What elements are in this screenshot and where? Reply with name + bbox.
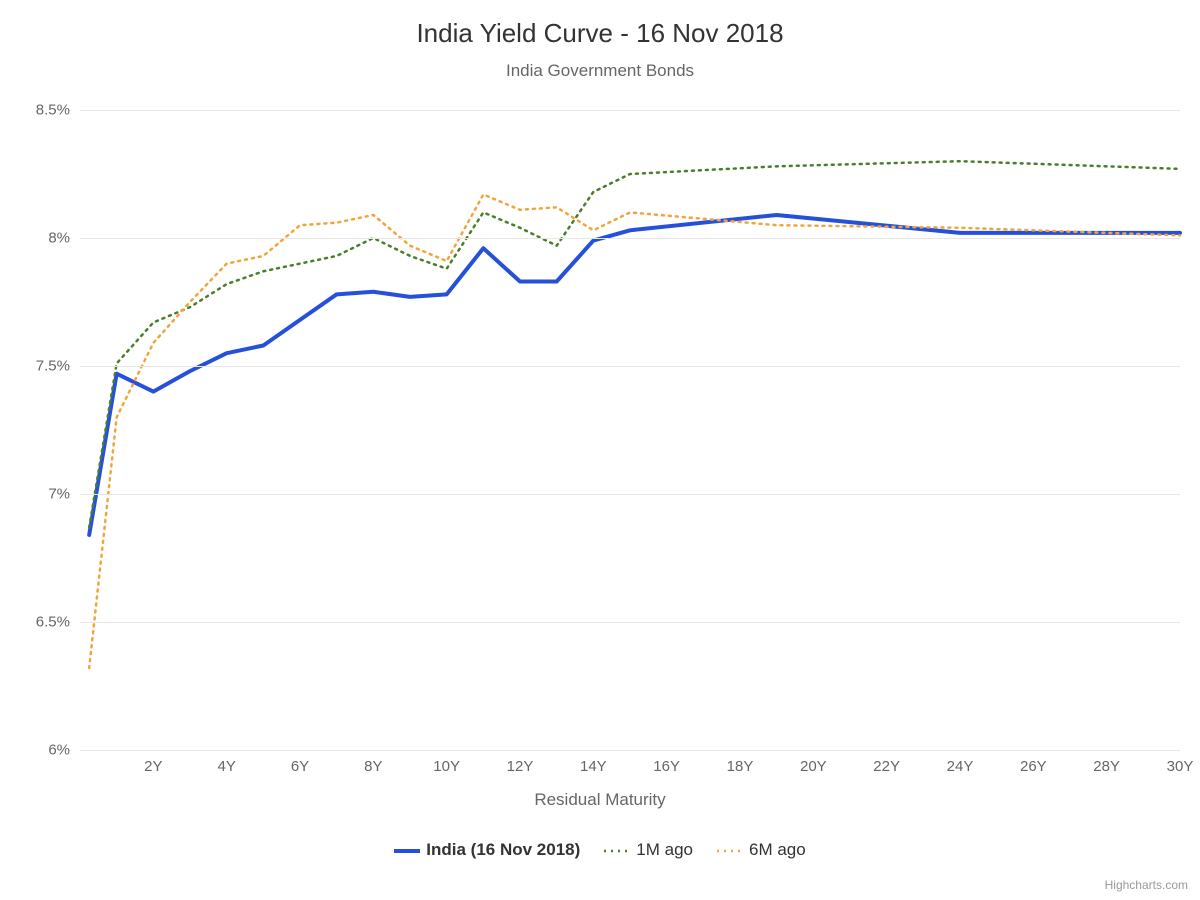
gridline: [80, 366, 1180, 367]
credits-label[interactable]: Highcharts.com: [1105, 878, 1188, 892]
x-axis-label: 14Y: [580, 758, 607, 775]
x-axis-label: 12Y: [507, 758, 534, 775]
y-axis-label: 6.5%: [10, 614, 70, 631]
chart-svg: [80, 110, 1180, 750]
legend: India (16 Nov 2018) 1M ago 6M ago: [0, 840, 1200, 860]
y-axis-label: 7%: [10, 486, 70, 503]
chart-container: India Yield Curve - 16 Nov 2018 India Go…: [0, 0, 1200, 900]
legend-item[interactable]: 6M ago: [717, 840, 806, 860]
gridline: [80, 110, 1180, 111]
gridline: [80, 494, 1180, 495]
x-axis-label: 20Y: [800, 758, 827, 775]
gridline: [80, 622, 1180, 623]
y-axis-label: 7.5%: [10, 358, 70, 375]
plot-area: [80, 110, 1180, 750]
x-axis-label: 24Y: [947, 758, 974, 775]
y-axis-label: 8%: [10, 230, 70, 247]
series-line: [89, 161, 1180, 527]
x-axis-label: 28Y: [1093, 758, 1120, 775]
chart-title: India Yield Curve - 16 Nov 2018: [0, 0, 1200, 49]
legend-item[interactable]: India (16 Nov 2018): [394, 840, 580, 860]
chart-subtitle: India Government Bonds: [0, 61, 1200, 81]
series-line: [89, 215, 1180, 535]
x-axis-label: 18Y: [727, 758, 754, 775]
x-axis-label: 22Y: [873, 758, 900, 775]
x-axis-label: 4Y: [217, 758, 235, 775]
gridline: [80, 750, 1180, 751]
y-axis-label: 8.5%: [10, 102, 70, 119]
legend-label: 1M ago: [636, 840, 693, 859]
x-axis-label: 2Y: [144, 758, 162, 775]
legend-label: India (16 Nov 2018): [426, 840, 580, 859]
x-axis-label: 16Y: [653, 758, 680, 775]
x-axis-label: 8Y: [364, 758, 382, 775]
x-axis-label: 30Y: [1167, 758, 1194, 775]
y-axis-label: 6%: [10, 742, 70, 759]
legend-swatch: [717, 844, 743, 858]
gridline: [80, 238, 1180, 239]
x-axis-label: 10Y: [433, 758, 460, 775]
legend-item[interactable]: 1M ago: [604, 840, 693, 860]
x-axis-title: Residual Maturity: [0, 790, 1200, 810]
x-axis-label: 26Y: [1020, 758, 1047, 775]
legend-swatch: [604, 844, 630, 858]
legend-swatch: [394, 844, 420, 858]
series-line: [89, 194, 1180, 668]
legend-label: 6M ago: [749, 840, 806, 859]
x-axis-label: 6Y: [291, 758, 309, 775]
